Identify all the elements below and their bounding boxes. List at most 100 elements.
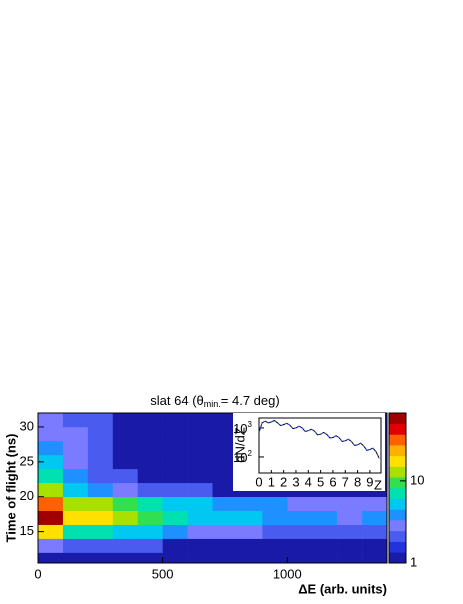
heatmap-cell [262,552,288,564]
y-tick-label: 20 [20,488,34,503]
inset-x-tick-label: 4 [305,474,312,489]
inset-x-tick-label: 9 [366,474,373,489]
inset-fit-line [258,419,380,459]
colorbar-tick-label: 10 [410,472,424,487]
heatmap-cell [62,552,89,564]
heatmap-cell [187,538,213,553]
heatmap-cell [162,413,188,428]
heatmap-cell [212,510,238,525]
heatmap-cell [162,510,188,525]
heatmap-cell [262,510,288,525]
heatmap-cell [87,538,114,553]
heatmap-cell [137,496,163,511]
heatmap-cell [312,552,338,564]
heatmap-cell [212,440,238,456]
heatmap-cell [287,524,313,539]
heatmap-cell [187,496,213,511]
heatmap-cell [62,482,89,498]
colorbar-band [389,552,406,564]
heatmap-cell [187,524,213,539]
heatmap-cell [287,510,313,525]
heatmap-cell [262,496,288,511]
heatmap-cell [187,510,213,525]
heatmap-cell [87,426,114,442]
y-tick-label: 15 [20,523,34,538]
heatmap-cell [162,468,188,484]
inset-frame [258,417,382,474]
colorbar-band [389,434,406,446]
heatmap-cell [87,510,114,525]
heatmap-cell [312,538,338,553]
heatmap-cell [38,440,64,456]
heatmap-cell [112,496,139,511]
heatmap-cell [237,524,263,539]
heatmap-cell [112,524,139,539]
heatmap-cell [287,538,313,553]
tick-base: 10 [233,450,247,465]
colorbar-band [389,498,406,510]
heatmap-cell [287,552,313,564]
heatmap-cell [187,468,213,484]
heatmap-cell [162,482,188,498]
heatmap-cell [112,468,139,484]
heatmap-cell [337,538,363,553]
heatmap-cell [137,426,163,442]
heatmap-cell [38,524,64,539]
heatmap-cell [162,496,188,511]
heatmap-cell [62,468,89,484]
inset-y-tick-label: 103 [233,420,252,436]
heatmap-cell [112,440,139,456]
heatmap-cell [187,426,213,442]
plot-frame [37,412,388,564]
colorbar-band [389,413,406,425]
heatmap-cell [312,496,338,511]
heatmap-cell [62,496,89,511]
heatmap-cell [212,552,238,564]
inset-y-tick-label: 102 [233,449,252,465]
heatmap-cell [62,413,89,428]
heatmap-cell [38,468,64,484]
colorbar-band [389,455,406,467]
heatmap-cell [112,538,139,553]
heatmap-cell [62,524,89,539]
heatmap-cell [62,454,89,470]
inset-x-tick-label: 1 [268,474,275,489]
colorbar-band [389,530,406,542]
heatmap-cell [237,510,263,525]
heatmap-cell [112,552,139,564]
heatmap-cell [362,496,388,511]
y-tick-label: 25 [20,453,34,468]
heatmap-cell [362,552,388,564]
inset-x-tick-label: 0 [255,474,262,489]
inset-x-tick-label: 6 [329,474,336,489]
heatmap-cell [112,482,139,498]
colorbar-band [389,520,406,532]
heatmap-cell [212,524,238,539]
inset-x-tick-label: 2 [280,474,287,489]
heatmap-cell [287,496,313,511]
heatmap-cell [38,552,64,564]
tick-exponent: 2 [248,449,253,458]
heatmap-cell [187,413,213,428]
heatmap-cell [137,552,163,564]
y-axis-label: Time of flight (ns) [3,434,18,543]
heatmap-cell [137,454,163,470]
colorbar-band [389,509,406,521]
heatmap-cell [312,524,338,539]
y-tick-label: 30 [20,418,34,433]
heatmap-cell [362,524,388,539]
x-tick-label: 500 [152,566,174,581]
colorbar-band [389,466,406,478]
heatmap-cell [162,440,188,456]
colorbar-band [389,488,406,500]
heatmap-cell [212,426,238,442]
inset-x-tick-label: 5 [317,474,324,489]
title-subscript: min. [204,399,221,409]
heatmap-cell [337,524,363,539]
heatmap-cell [162,524,188,539]
colorbar-frame [388,412,407,564]
heatmap-cell [137,524,163,539]
heatmap-cell [38,426,64,442]
heatmap-cell [87,496,114,511]
